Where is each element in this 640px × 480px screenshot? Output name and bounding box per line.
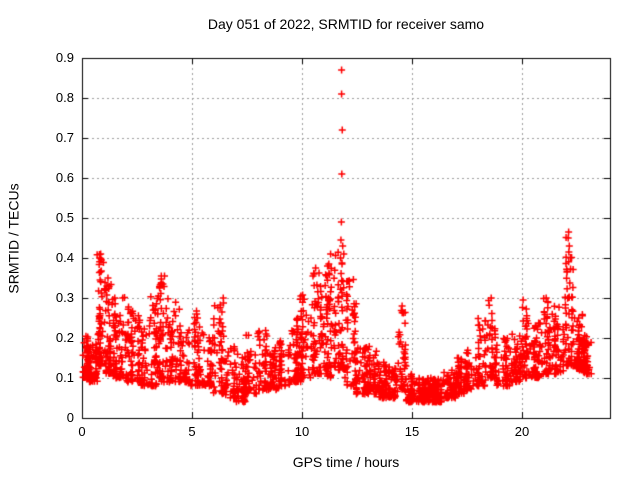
- y-tick-label: 0.8: [55, 90, 74, 105]
- x-tick-label: 5: [188, 424, 196, 439]
- x-tick-label: 15: [404, 424, 420, 439]
- x-tick-label: 0: [78, 424, 86, 439]
- y-tick-label: 0.5: [55, 210, 74, 225]
- y-tick-label: 0.6: [55, 170, 74, 185]
- y-tick-label: 0.1: [55, 370, 74, 385]
- y-tick-label: 0.2: [55, 330, 74, 345]
- y-tick-label: 0: [66, 410, 74, 425]
- y-tick-label: 0.9: [55, 50, 74, 65]
- y-axis-label: SRMTID / TECUs: [5, 183, 22, 294]
- chart-title: Day 051 of 2022, SRMTID for receiver sam…: [207, 16, 485, 32]
- y-tick-label: 0.7: [55, 130, 74, 145]
- x-axis-label: GPS time / hours: [292, 454, 400, 470]
- x-tick-label: 10: [294, 424, 310, 439]
- x-tick-label: 20: [514, 424, 530, 439]
- y-tick-label: 0.4: [55, 250, 74, 265]
- y-tick-label: 0.3: [55, 290, 74, 305]
